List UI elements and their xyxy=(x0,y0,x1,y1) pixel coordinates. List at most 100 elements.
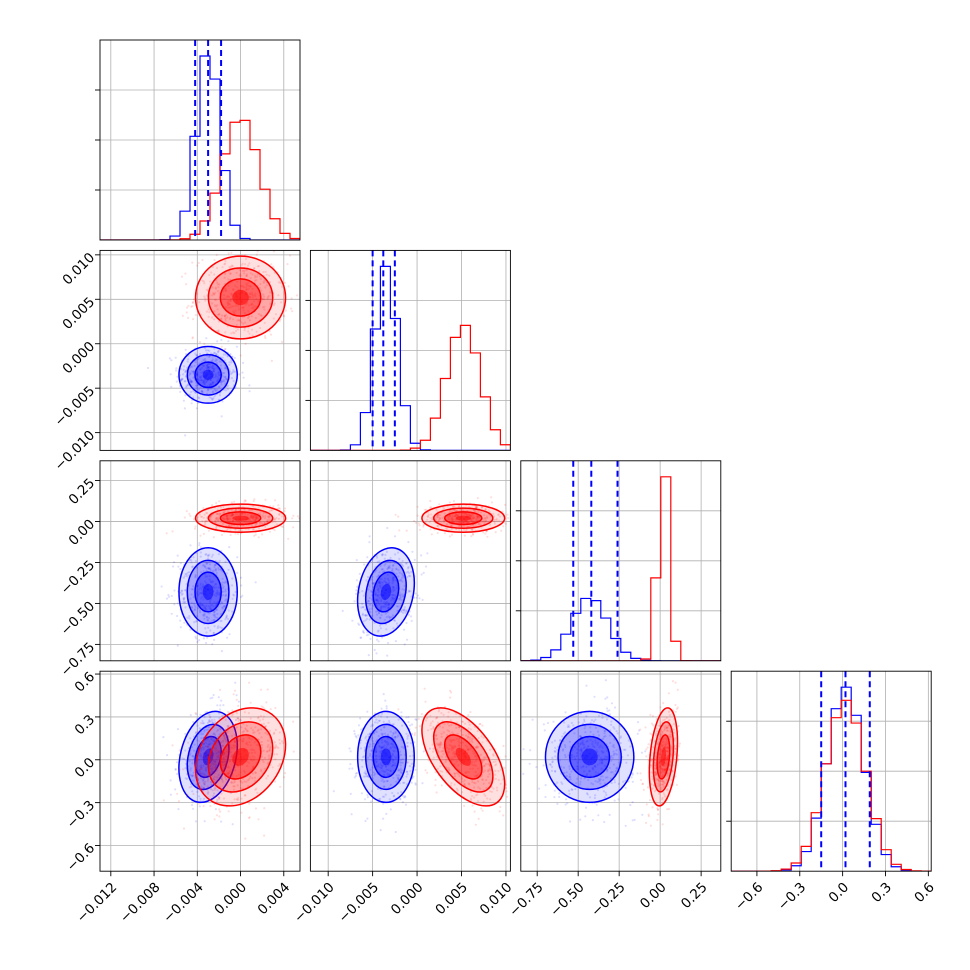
point-blue xyxy=(580,741,584,744)
scatter-panel-2-0 xyxy=(99,460,301,662)
point-red xyxy=(256,517,259,520)
point-blue xyxy=(404,611,407,614)
point-blue xyxy=(232,370,235,373)
point-red xyxy=(484,763,488,766)
point-red xyxy=(259,513,262,516)
point-red xyxy=(667,710,671,714)
point-blue xyxy=(400,761,403,764)
point-blue xyxy=(368,754,372,757)
point-red xyxy=(226,301,229,304)
point-red xyxy=(475,505,478,508)
point-red xyxy=(205,519,208,523)
point-blue xyxy=(210,555,213,558)
point-red xyxy=(476,746,479,749)
point-blue xyxy=(376,598,379,601)
point-blue xyxy=(400,745,403,748)
point-red xyxy=(229,759,232,763)
hist-frame-3 xyxy=(730,670,932,872)
point-blue xyxy=(617,798,620,801)
point-blue xyxy=(203,565,206,569)
point-red xyxy=(239,284,243,287)
point-red xyxy=(446,733,449,737)
point-blue xyxy=(380,765,383,768)
point-blue xyxy=(610,759,613,762)
point-red xyxy=(239,354,242,357)
point-red xyxy=(489,523,492,527)
point-blue xyxy=(221,606,224,609)
point-red xyxy=(673,753,676,756)
point-blue xyxy=(179,562,182,565)
point-red xyxy=(437,516,440,519)
point-red xyxy=(477,736,480,740)
point-blue xyxy=(218,717,221,720)
point-red xyxy=(442,747,445,750)
point-blue xyxy=(181,757,184,760)
point-blue xyxy=(553,789,556,792)
point-blue xyxy=(391,586,394,589)
point-blue xyxy=(603,732,606,735)
point-red xyxy=(251,759,254,762)
point-blue xyxy=(353,732,356,736)
point-blue xyxy=(208,355,211,358)
panel-frame-2-1 xyxy=(309,460,511,662)
point-red xyxy=(467,727,470,730)
point-blue xyxy=(394,757,397,760)
point-blue xyxy=(379,582,382,585)
point-blue xyxy=(615,753,619,756)
point-blue xyxy=(392,743,395,746)
point-red xyxy=(496,789,499,792)
point-blue xyxy=(190,804,194,807)
point-blue xyxy=(389,747,392,750)
point-blue xyxy=(360,792,363,795)
point-blue xyxy=(405,571,408,574)
point-red xyxy=(452,500,456,503)
point-red xyxy=(429,714,432,717)
point-blue xyxy=(231,584,234,587)
point-blue xyxy=(182,576,185,579)
point-red xyxy=(202,280,205,283)
point-red xyxy=(202,507,205,510)
point-red xyxy=(479,722,482,726)
point-blue xyxy=(544,795,547,799)
contour-red-0 xyxy=(194,707,287,807)
point-red xyxy=(281,285,284,288)
point-red xyxy=(223,348,226,351)
point-red xyxy=(260,728,263,731)
point-red xyxy=(227,756,230,759)
point-red xyxy=(429,499,432,503)
point-red xyxy=(467,521,470,524)
point-red xyxy=(283,776,286,779)
point-blue xyxy=(200,756,203,759)
point-blue xyxy=(210,719,214,722)
point-blue xyxy=(601,775,604,778)
point-blue xyxy=(185,573,188,576)
point-blue xyxy=(223,752,226,755)
point-red xyxy=(231,521,234,524)
point-blue xyxy=(205,349,208,352)
point-red xyxy=(225,514,228,518)
point-red xyxy=(267,294,270,298)
hist-frame-0 xyxy=(99,39,301,241)
point-blue xyxy=(209,383,212,386)
point-red xyxy=(259,523,262,526)
point-red xyxy=(262,722,265,726)
point-red xyxy=(468,748,471,751)
point-blue xyxy=(196,371,199,374)
point-red xyxy=(476,515,479,518)
point-blue xyxy=(378,581,381,585)
point-blue xyxy=(208,575,211,578)
point-blue xyxy=(393,535,397,538)
point-red xyxy=(266,520,269,523)
point-red xyxy=(216,289,219,293)
point-red xyxy=(255,330,258,333)
point-red xyxy=(253,279,256,282)
point-red xyxy=(199,515,203,518)
point-blue xyxy=(404,562,407,565)
point-red xyxy=(475,759,478,763)
point-red xyxy=(494,531,497,534)
point-blue xyxy=(230,377,234,380)
point-red xyxy=(227,773,230,777)
point-blue xyxy=(389,769,392,772)
point-red xyxy=(430,518,433,521)
point-blue xyxy=(613,799,616,802)
